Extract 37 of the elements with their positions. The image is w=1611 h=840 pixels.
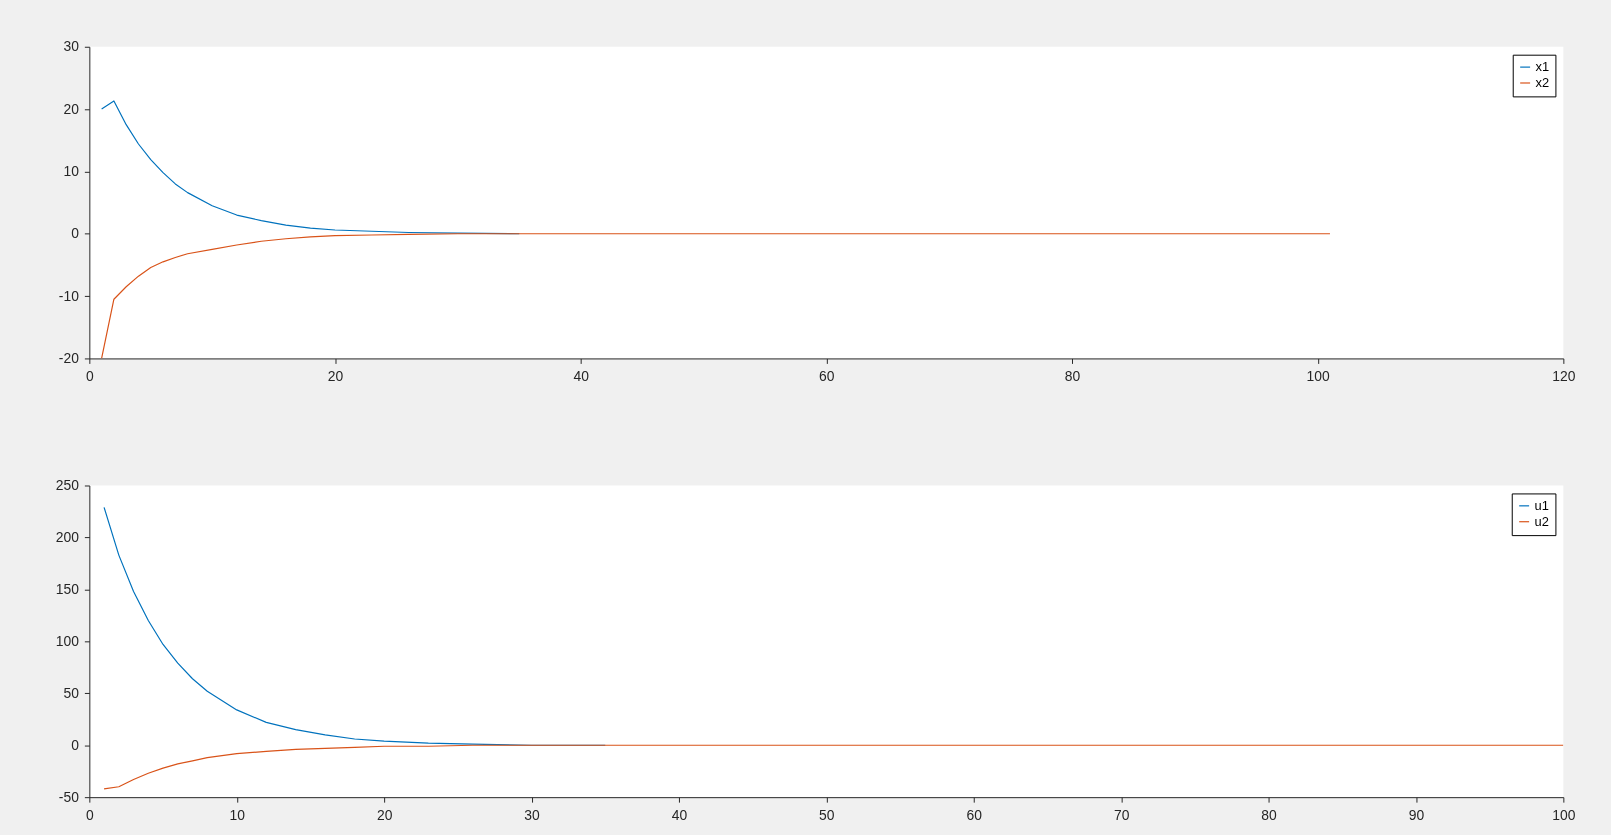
y-tick-label: 0 bbox=[71, 736, 80, 753]
x-tick-label: 100 bbox=[1552, 806, 1576, 823]
line-series bbox=[101, 233, 1331, 359]
x-tick-label: 80 bbox=[1261, 806, 1278, 823]
x-tick-label: 80 bbox=[1064, 367, 1081, 384]
y-tick-label: 150 bbox=[55, 580, 80, 597]
y-tick-label: 0 bbox=[71, 225, 80, 242]
legend-label: u2 bbox=[1534, 513, 1549, 529]
x-tick-label: 20 bbox=[327, 367, 344, 384]
x-tick-label: 60 bbox=[966, 806, 983, 823]
y-tick-label: 10 bbox=[63, 162, 80, 179]
legend-label: u1 bbox=[1534, 497, 1549, 513]
x-tick-label: 40 bbox=[671, 806, 688, 823]
legend-label: x1 bbox=[1535, 59, 1550, 75]
x-tick-label: 90 bbox=[1408, 806, 1425, 823]
x-tick-label: 30 bbox=[524, 806, 541, 823]
x-tick-label: 0 bbox=[85, 367, 94, 384]
y-tick-label: 200 bbox=[55, 528, 80, 545]
x-tick-label: 0 bbox=[85, 806, 94, 823]
x-tick-label: 20 bbox=[376, 806, 393, 823]
line-series bbox=[103, 744, 1564, 790]
x-tick-label: 40 bbox=[573, 367, 590, 384]
y-tick-label: 100 bbox=[55, 632, 80, 649]
x-tick-label: 50 bbox=[819, 806, 835, 823]
y-tick-label: 20 bbox=[63, 100, 80, 117]
y-tick-label: 30 bbox=[63, 38, 80, 55]
y-tick-label: -20 bbox=[58, 349, 80, 366]
y-tick-label: -50 bbox=[58, 788, 80, 805]
y-tick-label: 50 bbox=[63, 684, 80, 701]
x-tick-label: 70 bbox=[1113, 806, 1130, 823]
x-tick-label: 120 bbox=[1552, 367, 1576, 384]
x-tick-label: 60 bbox=[819, 367, 835, 384]
legend-label: x2 bbox=[1535, 74, 1550, 90]
x-tick-label: 10 bbox=[229, 806, 246, 823]
x-tick-label: 100 bbox=[1306, 367, 1331, 384]
y-tick-label: -10 bbox=[58, 287, 80, 304]
y-tick-label: 250 bbox=[55, 476, 80, 493]
